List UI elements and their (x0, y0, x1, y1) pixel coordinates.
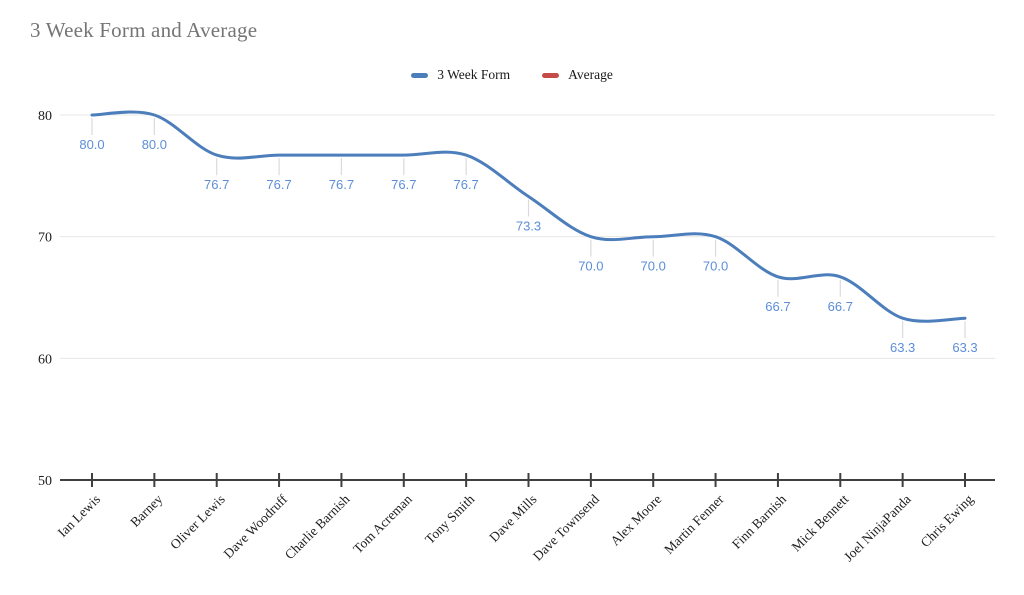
gridlines (60, 114, 995, 359)
data-point-value-label: 76.7 (453, 177, 478, 192)
chart-title: 3 Week Form and Average (30, 18, 258, 42)
data-point-value-label: 70.0 (641, 259, 666, 274)
y-axis-tick-label: 50 (38, 474, 52, 489)
x-axis-label: Barney (127, 491, 165, 529)
legend-item-3-week-form[interactable]: 3 Week Form (411, 67, 510, 83)
x-axis-label: Charlie Barnish (282, 491, 353, 562)
data-point-value-label: 76.7 (204, 177, 229, 192)
data-point-value-label: 80.0 (142, 137, 167, 152)
data-point-value-label: 80.0 (79, 137, 104, 152)
x-axis-label: Alex Moore (607, 492, 664, 549)
x-axis-label: Finn Barnish (729, 491, 789, 551)
x-axis-label: Dave Mills (486, 492, 539, 545)
data-point-labels: 80.0 80.0 76.7 76.7 76.7 76.7 76.7 73.3 70.0 70.0… (79, 118, 978, 355)
legend-swatch-icon (411, 72, 429, 78)
legend-item-average[interactable]: Average (542, 67, 613, 83)
x-axis-label: Joel NinjaPanda (841, 492, 914, 565)
y-axis-tick-label: 60 (38, 352, 52, 367)
series-line-3-week-form[interactable] (90, 110, 967, 323)
y-axis-tick-label: 80 (38, 109, 52, 124)
data-point-value-label: 70.0 (578, 259, 603, 274)
legend-label: 3 Week Form (437, 67, 511, 82)
data-point-value-label: 76.7 (266, 177, 291, 192)
x-axis-label: Chris Ewing (918, 491, 977, 550)
data-point-value-label: 73.3 (516, 219, 541, 234)
data-point-value-label: 76.7 (329, 177, 354, 192)
chart-legend: 3 Week Form Average (0, 67, 1024, 83)
x-axis-label: Martin Fenner (661, 491, 727, 557)
x-axis-label: Dave Townsend (530, 491, 602, 563)
x-axis (60, 473, 995, 487)
x-axis-label: Mick Bennett (789, 491, 852, 554)
data-point-value-label: 70.0 (703, 259, 728, 274)
data-point-value-label: 63.3 (952, 340, 977, 355)
data-point-value-label: 76.7 (391, 177, 416, 192)
x-axis-label: Ian Lewis (55, 492, 104, 541)
x-axis-label: Tom Acreman (350, 491, 415, 556)
data-point-value-label: 66.7 (828, 299, 853, 314)
data-point-value-label: 63.3 (890, 340, 915, 355)
legend-swatch-icon (542, 72, 560, 78)
x-axis-label: Dave Woodruff (221, 491, 291, 561)
data-point-value-label: 66.7 (765, 299, 790, 314)
legend-label: Average (568, 67, 613, 82)
y-axis-tick-label: 70 (38, 231, 52, 246)
x-axis-label: Oliver Lewis (167, 492, 228, 553)
x-axis-label: Tony Smith (422, 491, 477, 546)
y-axis-labels: 50 60 70 80 (38, 109, 52, 489)
